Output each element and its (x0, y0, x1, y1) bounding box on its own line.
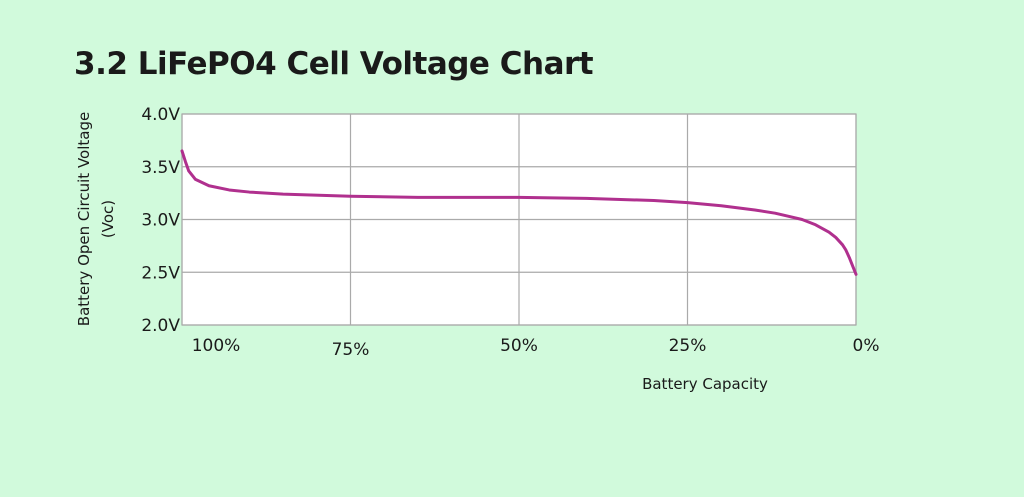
grid-lines (181, 113, 857, 326)
series-line (180, 149, 858, 276)
y-axis-label: Battery Open Circuit Voltage (Voc) (75, 112, 117, 326)
x-tick-labels: 100% 75% 50% 25% 0% (192, 336, 880, 360)
y-tick-label: 4.0V (141, 105, 180, 125)
x-axis-label: Battery Capacity (642, 375, 768, 393)
y-axis-label-line2: (Voc) (99, 200, 117, 238)
chart-title: 3.2 LiFePO4 Cell Voltage Chart (74, 46, 594, 82)
x-tick-label: 75% (332, 340, 370, 360)
y-axis-label-line1: Battery Open Circuit Voltage (75, 112, 93, 326)
x-tick-label: 25% (669, 336, 707, 356)
x-tick-label: 0% (853, 336, 880, 356)
y-tick-label: 3.5V (141, 158, 180, 178)
x-tick-label: 50% (500, 336, 538, 356)
y-tick-labels: 4.0V 3.5V 3.0V 2.5V 2.0V (141, 105, 180, 336)
y-tick-label: 2.5V (141, 263, 180, 283)
y-tick-label: 2.0V (141, 316, 180, 336)
y-tick-label: 3.0V (141, 211, 180, 231)
x-tick-label: 100% (192, 336, 241, 356)
